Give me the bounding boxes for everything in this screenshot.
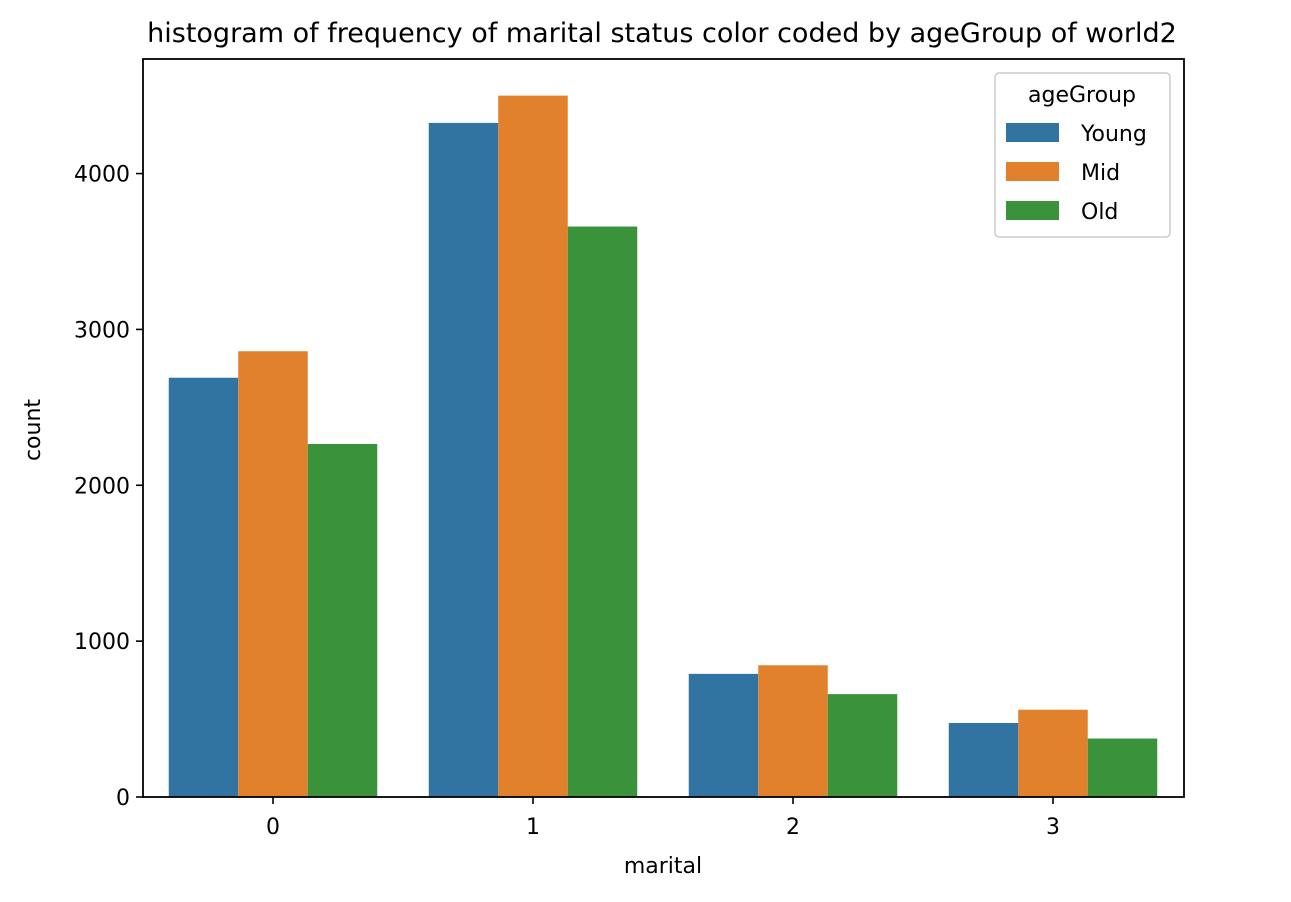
legend-swatch-mid xyxy=(1006,162,1059,181)
bar-old-3 xyxy=(1087,738,1158,797)
bar-young-3 xyxy=(948,722,1019,797)
bar-old-1 xyxy=(567,226,638,798)
plot-frame xyxy=(142,58,1185,798)
legend-label-young: Young xyxy=(1080,122,1147,147)
bar-young-1 xyxy=(428,122,499,797)
x-tick-label: 3 xyxy=(1046,815,1060,840)
bar-mid-2 xyxy=(758,665,828,797)
x-tick-label: 0 xyxy=(266,815,280,840)
y-tick-label: 1000 xyxy=(74,630,130,655)
legend-entries: Young Mid Old xyxy=(1006,122,1147,225)
legend-swatch-young xyxy=(1006,123,1059,142)
chart-title: histogram of frequency of marital status… xyxy=(147,18,1177,49)
bars-layer xyxy=(168,95,1158,798)
legend-swatch-old xyxy=(1006,201,1059,220)
bar-young-2 xyxy=(688,673,759,797)
y-axis-label: count xyxy=(21,399,46,461)
legend-frame xyxy=(994,72,1171,238)
y-axis-ticks: 0 1000 2000 3000 4000 xyxy=(74,163,143,811)
y-tick-label: 0 xyxy=(116,786,130,811)
legend: ageGroup Young Mid Old xyxy=(994,72,1171,238)
legend-title: ageGroup xyxy=(1028,83,1136,108)
y-tick-label: 2000 xyxy=(74,474,130,499)
x-tick-label: 1 xyxy=(526,815,540,840)
bar-young-0 xyxy=(168,377,239,797)
x-axis-label: marital xyxy=(624,854,702,879)
bar-mid-3 xyxy=(1018,709,1088,797)
x-tick-label: 2 xyxy=(786,815,800,840)
x-axis-ticks: 0 1 2 3 xyxy=(266,797,1060,840)
legend-label-mid: Mid xyxy=(1081,161,1120,186)
bar-mid-0 xyxy=(238,351,308,797)
y-tick-label: 4000 xyxy=(74,163,130,188)
bar-old-2 xyxy=(827,694,898,797)
y-tick-label: 3000 xyxy=(74,318,130,343)
bar-old-0 xyxy=(307,443,378,797)
legend-label-old: Old xyxy=(1081,200,1118,225)
bar-mid-1 xyxy=(498,95,568,797)
